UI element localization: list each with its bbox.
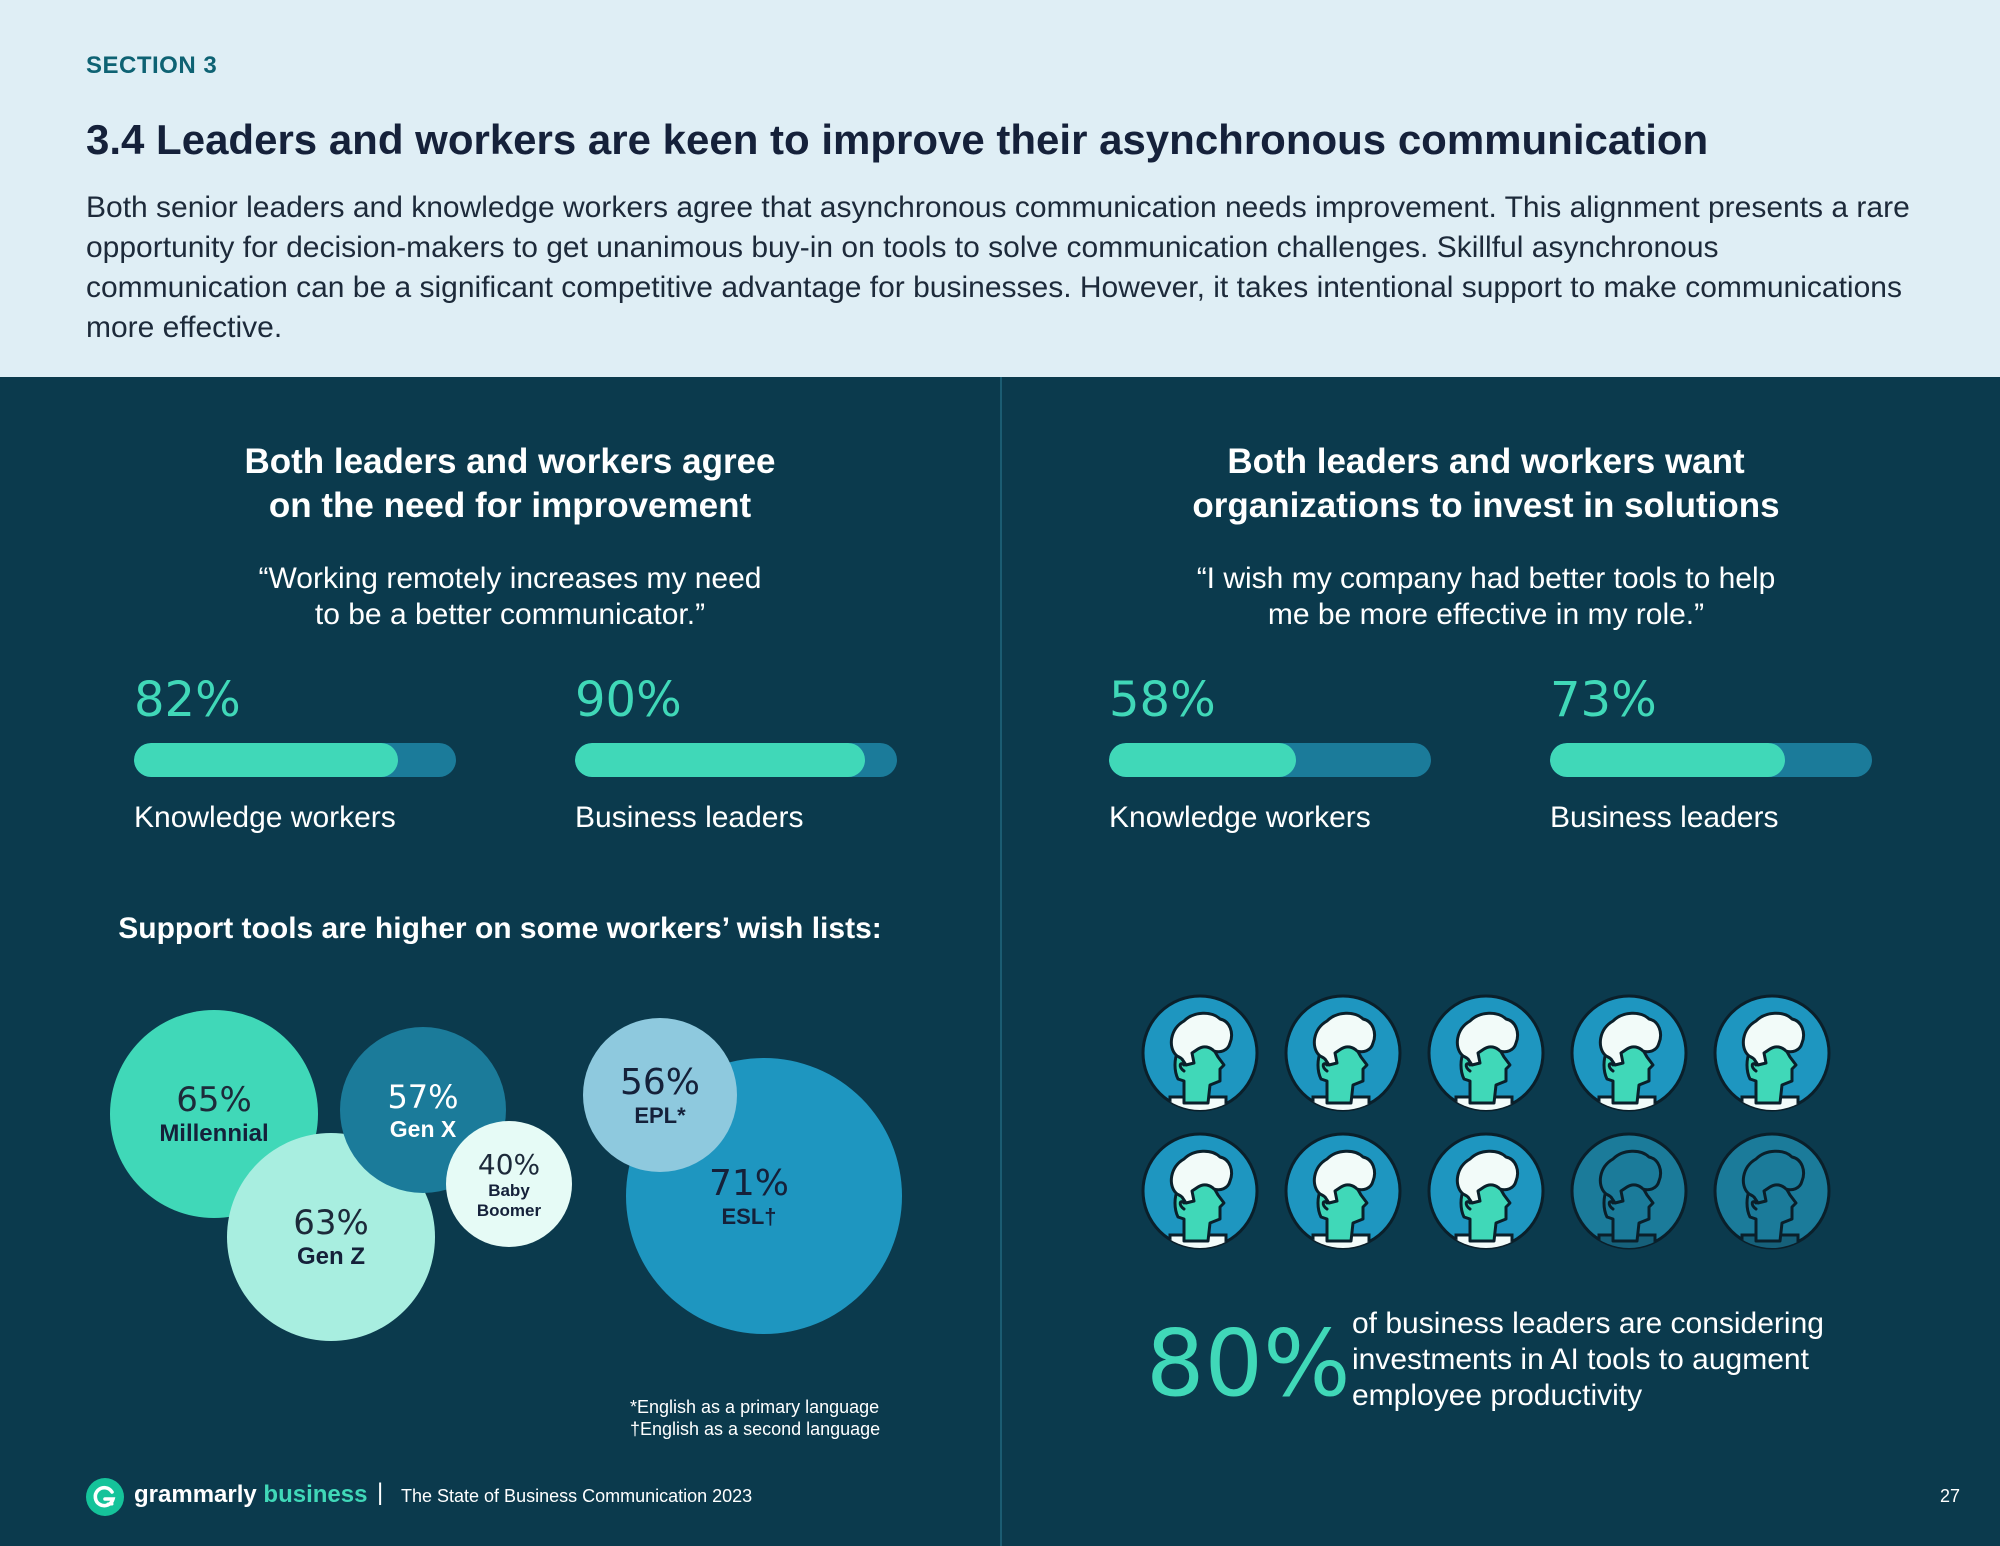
- stat-label: Business leaders: [1550, 801, 1779, 834]
- person-head-icon: [1140, 993, 1260, 1113]
- big-stat-description: of business leaders are considering inve…: [1352, 1307, 1824, 1412]
- right-heading-line1: Both leaders and workers want: [1227, 442, 1745, 481]
- bubble-percent: 71%: [708, 1162, 789, 1204]
- bubble-percent: 40%: [477, 1147, 541, 1181]
- bubble-label: Gen X: [389, 1115, 457, 1142]
- progress-bar: [1109, 743, 1431, 777]
- progress-bar: [134, 743, 456, 777]
- header-band: SECTION 3 3.4 Leaders and workers are ke…: [0, 0, 2000, 377]
- page-title: 3.4 Leaders and workers are keen to impr…: [86, 116, 1709, 163]
- wishlist-heading: Support tools are higher on some workers…: [118, 912, 882, 945]
- person-head-icon: [1283, 1131, 1403, 1251]
- right-quote-line1: “I wish my company had better tools to h…: [1196, 562, 1776, 595]
- right-heading-line2: organizations to invest in solutions: [1192, 486, 1780, 525]
- person-head-icon: [1569, 1131, 1689, 1251]
- progress-bar-fill: [1550, 743, 1786, 777]
- person-head-icon: [1712, 1131, 1832, 1251]
- footer-separator: |: [377, 1479, 384, 1506]
- bubble-label: EPL*: [634, 1102, 686, 1128]
- grammarly-g-icon: [86, 1478, 124, 1516]
- progress-bar: [1550, 743, 1872, 777]
- left-heading: Both leaders and workers agree on the ne…: [120, 440, 900, 528]
- report-name: The State of Business Communication 2023: [401, 1486, 753, 1506]
- brand-wordmark: grammarly business: [134, 1481, 367, 1509]
- bubble-label-line1: Baby: [488, 1180, 530, 1200]
- person-head-icon: [1712, 993, 1832, 1113]
- bubble-percent: 65%: [176, 1080, 252, 1120]
- page-number: 27: [1939, 1486, 1960, 1506]
- bubble-label-line2: Boomer: [476, 1200, 542, 1220]
- column-divider: [1000, 377, 1002, 1546]
- brand-name: grammarly: [134, 1481, 257, 1508]
- progress-bar-fill: [575, 743, 865, 777]
- bubble-percent: 63%: [293, 1203, 369, 1243]
- footnote-epl: *English as a primary language: [630, 1397, 880, 1417]
- bubble-baby-boomer: 40% Baby Boomer: [446, 1121, 572, 1247]
- right-quote-line2: me be more effective in my role.”: [1267, 598, 1705, 631]
- progress-bar-fill: [1109, 743, 1296, 777]
- bubble-percent: 56%: [619, 1061, 700, 1103]
- person-head-icon: [1140, 1131, 1260, 1251]
- stat-percent: 90%: [575, 672, 682, 728]
- progress-bar: [575, 743, 897, 777]
- bubble-label: Millennial: [159, 1120, 269, 1147]
- left-heading-line2: on the need for improvement: [268, 486, 752, 525]
- left-quote: “Working remotely increases my need to b…: [120, 561, 900, 633]
- person-head-icon: [1426, 993, 1546, 1113]
- right-heading: Both leaders and workers want organizati…: [1096, 440, 1876, 528]
- right-quote: “I wish my company had better tools to h…: [1096, 561, 1876, 633]
- brand-suffix: business: [263, 1481, 368, 1508]
- bubble-label: ESL†: [721, 1203, 777, 1229]
- footnote-esl: †English as a second language: [630, 1419, 881, 1439]
- bubble-epl: 56% EPL*: [583, 1018, 737, 1172]
- left-heading-line1: Both leaders and workers agree: [244, 442, 776, 481]
- person-head-icon: [1283, 993, 1403, 1113]
- bubble-gen-x: 57% Gen X: [340, 1027, 506, 1193]
- stat-label: Knowledge workers: [134, 801, 396, 834]
- stat-label: Knowledge workers: [1109, 801, 1371, 834]
- person-head-icon: [1569, 993, 1689, 1113]
- big-stat-percent: 80%: [1146, 1310, 1351, 1417]
- progress-bar-fill: [134, 743, 399, 777]
- left-quote-line2: to be a better communicator.”: [314, 598, 706, 631]
- bubble-label: Gen Z: [296, 1243, 365, 1270]
- stat-percent: 58%: [1109, 672, 1216, 728]
- intro-paragraph: Both senior leaders and knowledge worker…: [86, 191, 1910, 344]
- bubble-label: Baby Boomer: [477, 1181, 541, 1221]
- stat-percent: 73%: [1550, 672, 1657, 728]
- bubble-percent: 57%: [387, 1077, 459, 1116]
- bubble-millennial: 65% Millennial: [110, 1010, 318, 1218]
- section-label: SECTION 3: [86, 52, 218, 79]
- people-pictogram: [1140, 993, 1840, 1253]
- stat-label: Business leaders: [575, 801, 804, 834]
- person-head-icon: [1426, 1131, 1546, 1251]
- left-quote-line1: “Working remotely increases my need: [258, 562, 762, 595]
- stat-percent: 82%: [134, 672, 241, 728]
